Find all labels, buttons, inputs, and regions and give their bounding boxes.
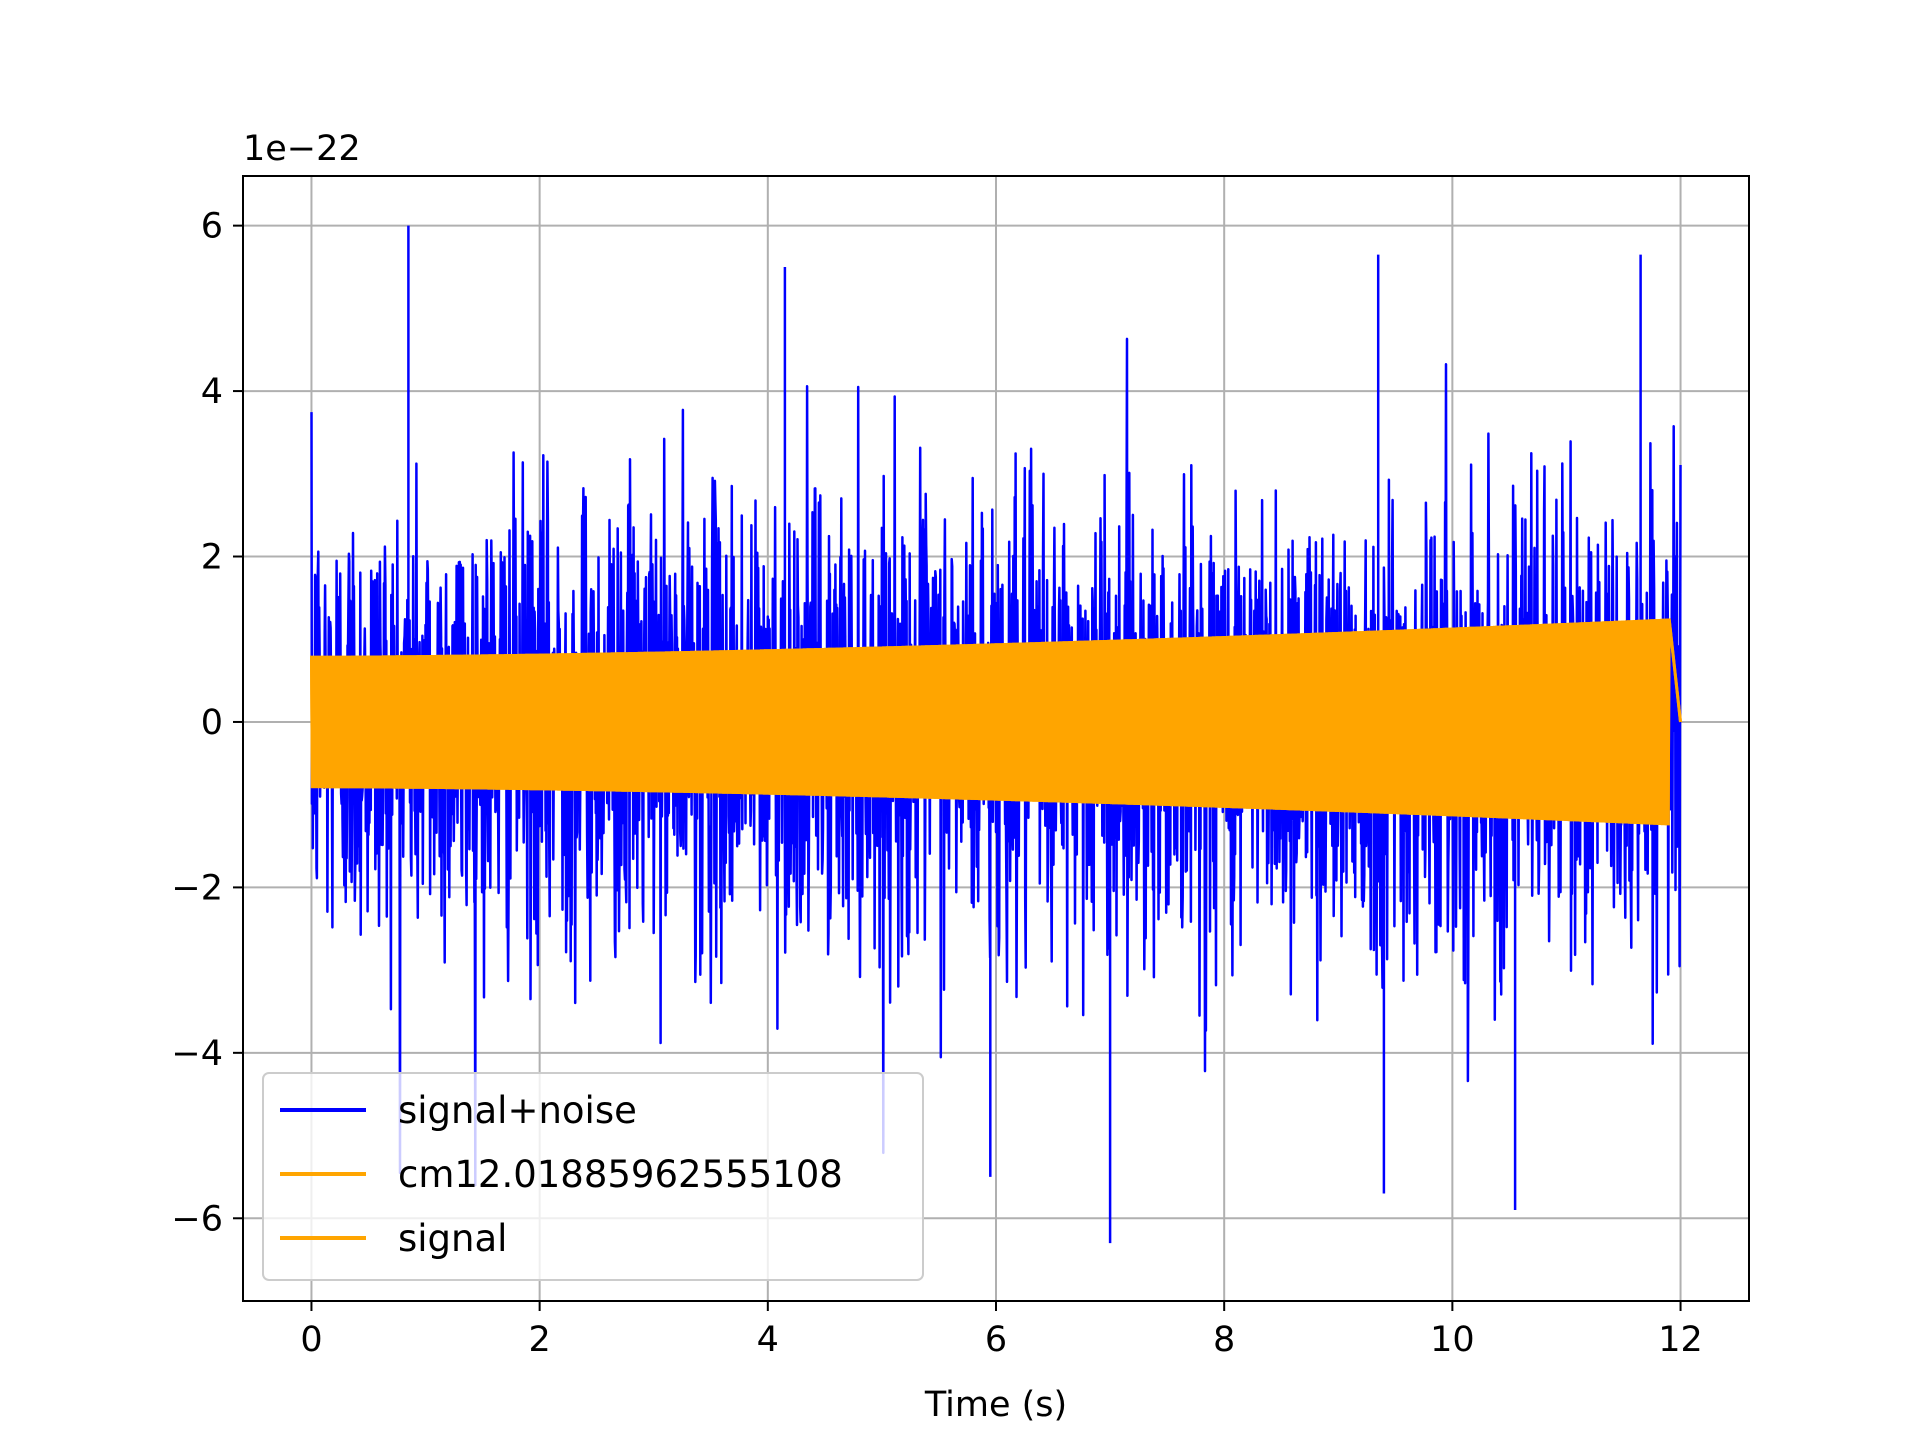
series-line-signal-noise <box>310 225 1682 1244</box>
x-tick-label: 12 <box>1658 1320 1703 1360</box>
y-tick-label: 0 <box>201 703 223 743</box>
y-tick-label: 2 <box>201 538 223 578</box>
legend-label: cm12.01885962555108 <box>398 1153 843 1196</box>
x-tick-label: 10 <box>1430 1320 1475 1360</box>
legend-label: signal <box>398 1217 507 1260</box>
x-tick-label: 0 <box>300 1320 322 1360</box>
axis-ticks: 0 2 4 6 8 10 12 −6 −4 −2 0 2 4 6 <box>171 207 1702 1360</box>
x-tick-label: 8 <box>1213 1320 1235 1360</box>
x-tick-label: 6 <box>985 1320 1007 1360</box>
x-tick-label: 4 <box>757 1320 779 1360</box>
y-tick-label: 4 <box>201 372 223 412</box>
y-tick-label: −2 <box>171 868 223 908</box>
series-line-signal <box>310 618 1682 826</box>
x-tick-label: 2 <box>528 1320 550 1360</box>
plot-area <box>310 225 1682 1244</box>
y-offset-label: 1e−22 <box>243 129 361 169</box>
legend: signal+noise cm12.01885962555108 signal <box>262 1072 924 1281</box>
y-tick-label: −6 <box>171 1199 223 1239</box>
legend-box <box>262 1072 924 1281</box>
series-layer <box>310 225 1682 1244</box>
x-axis-label: Time (s) <box>924 1385 1067 1425</box>
y-tick-label: 6 <box>201 207 223 247</box>
legend-label: signal+noise <box>398 1089 637 1132</box>
y-tick-label: −4 <box>171 1034 223 1074</box>
